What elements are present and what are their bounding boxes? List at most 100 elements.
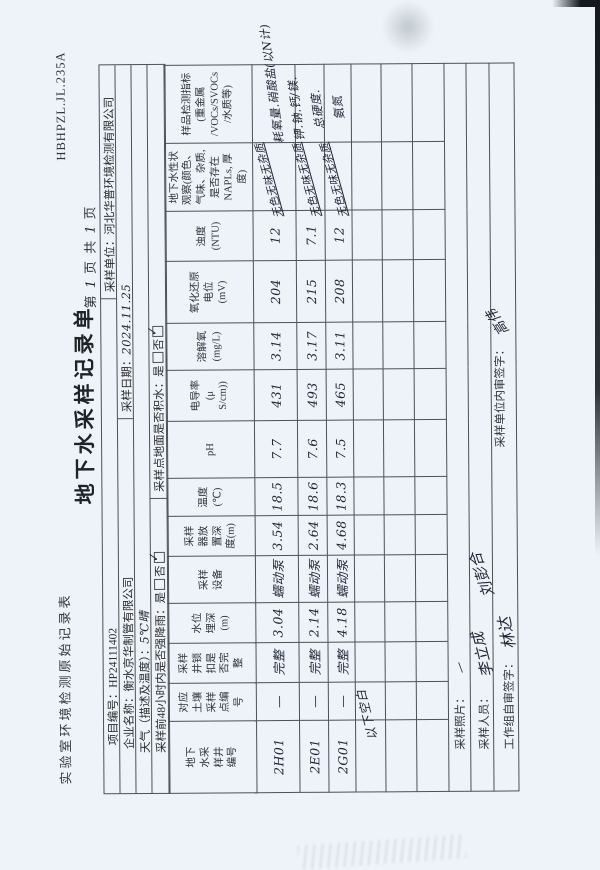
document-code: HBHPZL.JL.235A: [53, 51, 69, 161]
samplers-label: 采样人员：: [478, 692, 491, 750]
table-cell: [412, 209, 446, 260]
table-cell: —: [328, 682, 356, 721]
column-header: 地下水性状 观察(颜色、 气味、杂质, 是否存在 NAPLs, 厚 度): [164, 142, 253, 212]
team-signature: 林达: [494, 614, 520, 651]
check-mark: ✓: [146, 551, 162, 565]
table-cell: 7.7: [254, 420, 298, 478]
info-grid: 项目编号：HP24111402 采样单位：河北华普环境检测有限公司 企业名称：衡…: [98, 63, 171, 795]
column-header: 采样 设备: [167, 555, 256, 604]
table-cell: 204: [253, 260, 297, 323]
page-label-suf: 页: [82, 204, 98, 220]
column-header: 温度 (℃): [166, 477, 256, 517]
table-cell: [353, 419, 384, 478]
table-cell: [414, 368, 447, 420]
page-current-value: 1: [83, 279, 100, 289]
table-cell: 蠕动泵: [298, 555, 328, 603]
weather-value: 5℃晴: [137, 610, 152, 644]
table-cell: [415, 514, 448, 555]
table-cell: [412, 141, 445, 210]
sample-indicators-note: 耗氧量.硝酸盐(以N计) 钾.钠.钙/镁. 总硬度. 氨氮: [254, 15, 353, 145]
column-header: 地下 水采 样井 编号: [168, 720, 258, 794]
header-row: 地下 水采 样井 编号 对应 土壤 采样 点编 号采样 井锁 扣是 否完 整水位 …: [163, 64, 258, 794]
table-cell: 465: [326, 369, 354, 421]
table-cell: 2.14: [298, 602, 328, 643]
table-cell: [413, 321, 447, 369]
column-header: 采样 井锁 扣是 否完 整: [167, 642, 257, 684]
table-cell: 2E01: [299, 720, 330, 793]
project-no-value: HP24111402: [107, 627, 120, 688]
table-cell: 3.17: [296, 322, 327, 370]
column-header: 采样 器放 置深 度(m): [167, 515, 256, 557]
table-cell: [416, 719, 450, 792]
internal-sign-label: 采样单位内审签字：: [494, 343, 508, 448]
table-cell: 431: [254, 369, 298, 421]
company-label: 企业名称：: [123, 691, 137, 750]
rain-no-checkbox: ✓: [146, 552, 165, 565]
divider: [117, 418, 133, 420]
column-header: pH: [166, 420, 255, 479]
table-cell: 18.3: [326, 477, 355, 516]
table-cell: [382, 259, 414, 322]
column-header: 溶解氧 (mg/L): [165, 322, 255, 371]
rain-yes-checkbox: [154, 578, 166, 590]
rain-yes-label: 是: [155, 591, 168, 604]
table-cell: [382, 321, 415, 369]
table-cell: 完整: [255, 642, 300, 683]
table-cell: [383, 419, 415, 477]
footer-rows: 采样照片：— 采样人员：李立成刘彭合 工作组自审签字：林达 采样单位内审签字： …: [443, 62, 520, 792]
table-cell: 7.6: [297, 420, 327, 478]
scan-edge-top: [552, 0, 600, 7]
table-cell: [354, 514, 385, 556]
project-no-label: 项目编号：: [107, 687, 121, 746]
column-header: 对应 土壤 采样 点编 号: [168, 682, 257, 722]
table-cell: 3.54: [255, 515, 299, 556]
table-cell: 18.6: [297, 477, 328, 516]
rain-no-label: 否: [154, 565, 168, 577]
sampling-date-value: 2024.11.25: [118, 283, 134, 355]
table-cell: 208: [325, 260, 353, 323]
photo-label: 采样照片：: [454, 692, 467, 750]
table-cell: [414, 476, 448, 515]
table-cell: [384, 514, 416, 555]
divider: [101, 298, 117, 300]
scan-edge-right: [595, 0, 600, 556]
table-cell: 7.5: [326, 420, 354, 478]
table-cell: 2G01: [328, 720, 357, 793]
table-cell: 18.5: [254, 477, 299, 516]
ponding-yes-checkbox: [152, 352, 164, 364]
table-cell: 3.11: [325, 322, 354, 370]
table-cell: 4.18: [327, 602, 355, 643]
table-cell: 2.64: [298, 515, 328, 556]
table-cell: 完整: [327, 642, 356, 683]
check-mark: ✓: [144, 325, 161, 339]
column-header: 浊度 (NTU): [164, 210, 254, 262]
table-cell: [415, 554, 448, 602]
table-cell: 2H01: [256, 720, 301, 793]
table-cell: [353, 368, 384, 421]
sampling-org-label: 采样单位：: [104, 234, 118, 293]
table-row: [380, 63, 418, 792]
record-table: 地下 水采 样井 编号 对应 土壤 采样 点编 号采样 井锁 扣是 否完 整水位 …: [163, 62, 520, 794]
table-cell: [385, 719, 418, 792]
table-cell: [380, 63, 413, 142]
table-cell: [352, 259, 383, 323]
table-cell: [384, 554, 416, 602]
table-row: [411, 63, 450, 792]
form-name: 实验室环境检测原始记录表: [57, 592, 74, 785]
table-cell: [411, 63, 445, 142]
record-table-area: 地下 水采 样井 编号 对应 土壤 采样 点编 号采样 井锁 扣是 否完 整水位 …: [163, 23, 520, 794]
team-sign-label: 工作组自审签字：: [503, 657, 517, 750]
ponding-no-label: 否: [153, 338, 166, 351]
table-cell: [350, 63, 382, 143]
table-cell: 3.04: [255, 602, 299, 643]
table-cell: [416, 681, 449, 720]
column-header: 水位 埋深 (m): [167, 602, 256, 644]
table-cell: [353, 476, 385, 516]
table-cell: 215: [296, 260, 326, 323]
table-cell: [354, 601, 385, 643]
page-title: 地下水采样记录单: [72, 304, 98, 505]
page-number: 第 1 页 共 1 页: [79, 204, 99, 308]
page-total-value: 1: [83, 224, 99, 234]
column-header: 电导率 (μ S/cm)): [166, 369, 255, 422]
